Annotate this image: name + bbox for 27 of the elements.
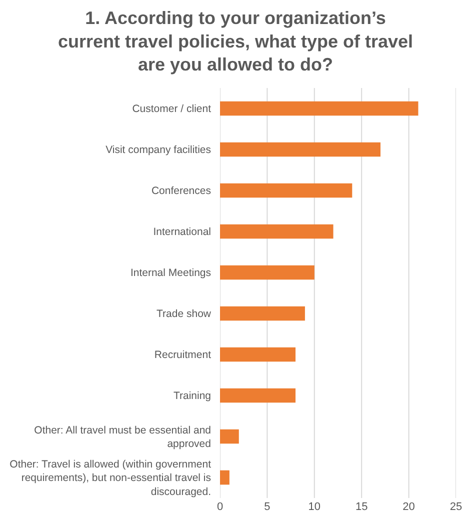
y-tick-label: International — [153, 226, 211, 238]
bar — [220, 265, 314, 280]
y-tick-label: Internal Meetings — [130, 267, 211, 280]
y-tick-label: Conferences — [151, 185, 211, 198]
x-tick-label: 20 — [402, 501, 415, 513]
bar — [220, 183, 352, 198]
chart-title: 1. According to your organization’s current travel policies, what type of travel are you allowed to do? — [58, 8, 414, 75]
y-tick-label: Customer / client — [132, 103, 212, 116]
x-tick-label: 5 — [264, 501, 270, 513]
bar — [220, 470, 230, 485]
bar — [220, 142, 380, 157]
x-tick-label: 25 — [450, 501, 462, 513]
y-tick-label: Trade show — [156, 308, 212, 320]
bar — [220, 101, 418, 116]
x-tick-label: 0 — [216, 501, 224, 513]
y-tick-label: Other: All travel must be essential and approved — [34, 424, 212, 450]
bar — [220, 306, 305, 321]
bar — [220, 224, 334, 239]
y-tick-label: Other: Travel is allowed (within government requirements), but non-essential travel is discouraged. — [10, 458, 212, 498]
x-tick-label: 15 — [355, 501, 368, 513]
bar — [220, 429, 239, 444]
bar — [220, 388, 296, 403]
x-tick-label: 10 — [308, 501, 321, 513]
y-tick-label: Visit company facilities — [106, 144, 211, 156]
y-tick-label: Training — [173, 390, 212, 402]
bar — [220, 347, 296, 362]
y-tick-label: Recruitment — [154, 349, 212, 362]
